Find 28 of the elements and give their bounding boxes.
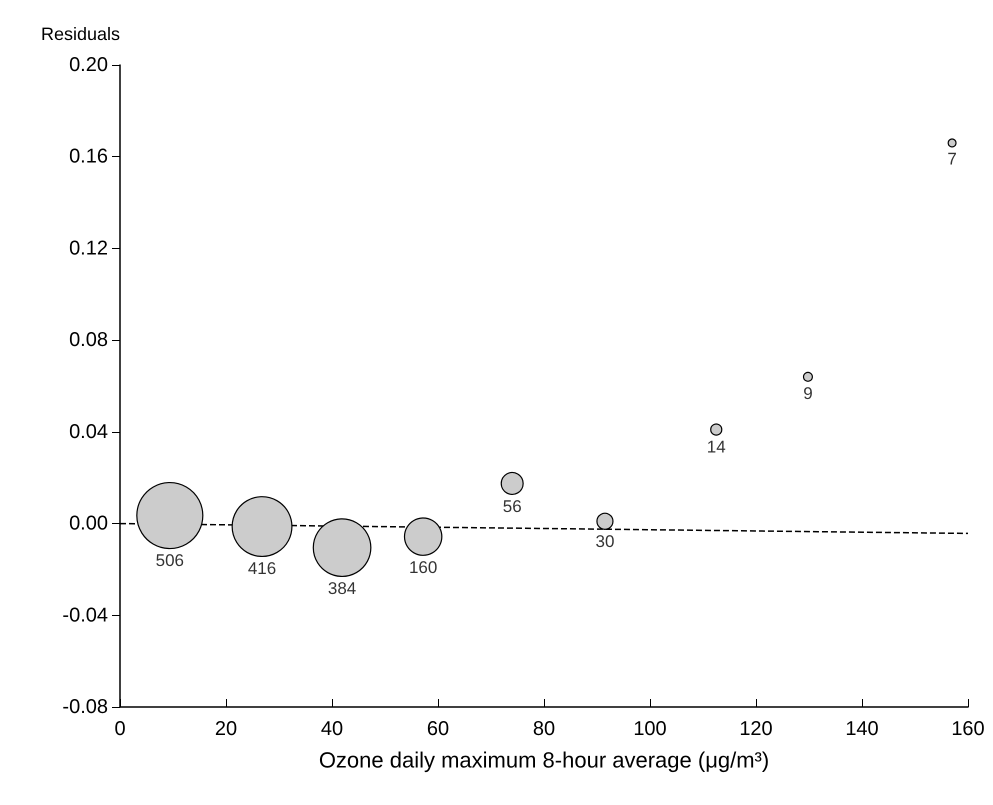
annotation: 160 (408, 558, 438, 577)
x-tick-label: 20 (214, 718, 238, 740)
y-axis-title: Residuals (40, 24, 120, 44)
annotation: 30 (595, 532, 614, 551)
y-tick-label: 0.04 (69, 420, 108, 443)
y-tick-label: -0.08 (62, 696, 108, 718)
y-tick-label: 0.12 (69, 237, 108, 260)
annotation: 384 (328, 578, 356, 598)
x-tick-label: 80 (532, 718, 556, 740)
x-tick-label: 140 (845, 718, 879, 740)
annotation: 506 (156, 551, 184, 570)
annotation: 56 (502, 496, 522, 516)
x-axis-title: Ozone daily maximum 8-hour average (μg/m³) (318, 748, 770, 772)
x-tick-label: 60 (426, 718, 450, 740)
x-tick-label: 100 (633, 718, 667, 740)
x-tick-label: 120 (739, 718, 773, 740)
annotation: 7 (947, 149, 957, 168)
x-tick-label: 40 (320, 718, 344, 740)
y-tick-label: 0.16 (69, 146, 108, 168)
y-tick-label: 0.08 (69, 329, 108, 352)
y-tick-label: 0.20 (69, 54, 108, 76)
annotation: 416 (248, 558, 276, 578)
x-tick-label: 160 (951, 718, 985, 740)
annotation: 14 (706, 438, 726, 457)
x-tick-label: 0 (114, 718, 126, 740)
y-tick-label: 0.00 (69, 512, 108, 535)
annotation: 9 (803, 384, 813, 403)
y-tick-label: -0.04 (62, 604, 108, 626)
